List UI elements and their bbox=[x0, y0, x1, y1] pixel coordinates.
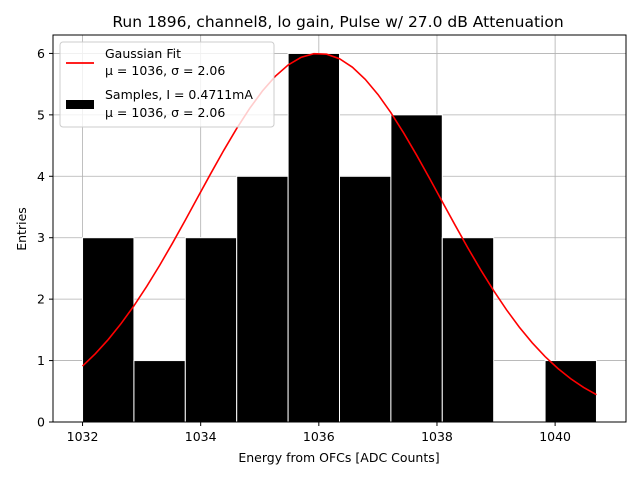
x-tick-label: 1038 bbox=[421, 429, 453, 444]
y-tick-label: 0 bbox=[37, 415, 45, 430]
histogram-bar bbox=[287, 52, 340, 423]
x-axis-label: Energy from OFCs [ADC Counts] bbox=[238, 450, 439, 465]
histogram-bars bbox=[82, 52, 597, 423]
y-tick-label: 6 bbox=[37, 46, 45, 61]
histogram-bar bbox=[339, 175, 392, 423]
histogram-bar bbox=[133, 360, 186, 423]
axes-frame bbox=[52, 34, 627, 423]
x-axis-ticks: 1032 1034 1036 1038 1040 bbox=[67, 422, 571, 444]
gaussian-fit bbox=[81, 52, 597, 396]
legend-box bbox=[59, 41, 275, 128]
legend-samples-stats: μ = 1036, σ = 2.06 bbox=[105, 105, 225, 120]
legend-samples-label: Samples, I = 0.4711mA bbox=[105, 87, 253, 102]
histogram-bar bbox=[544, 360, 597, 423]
x-tick-label: 1032 bbox=[67, 429, 99, 444]
y-axis-ticks: 0 1 2 3 4 5 6 bbox=[37, 46, 53, 430]
histogram-bar bbox=[236, 175, 289, 423]
chart-title: Run 1896, channel8, lo gain, Pulse w/ 27… bbox=[112, 13, 563, 31]
y-tick-label: 1 bbox=[37, 353, 45, 368]
x-tick-label: 1034 bbox=[185, 429, 217, 444]
x-tick-label: 1036 bbox=[303, 429, 335, 444]
y-tick-label: 3 bbox=[37, 230, 45, 245]
x-tick-label: 1040 bbox=[539, 429, 571, 444]
y-tick-label: 5 bbox=[37, 107, 45, 122]
histogram-bar bbox=[390, 114, 443, 423]
legend: Gaussian Fit μ = 1036, σ = 2.06 Samples,… bbox=[59, 41, 275, 128]
legend-samples-patch-icon bbox=[66, 100, 94, 109]
y-tick-label: 2 bbox=[37, 292, 45, 307]
histogram-bar bbox=[184, 237, 238, 423]
y-axis-label: Entries bbox=[14, 207, 29, 251]
gaussian-fit-line bbox=[81, 52, 597, 396]
histogram-bar bbox=[441, 237, 495, 423]
legend-fit-stats: μ = 1036, σ = 2.06 bbox=[105, 63, 225, 78]
legend-fit-label: Gaussian Fit bbox=[105, 46, 181, 61]
histogram-bar bbox=[82, 237, 135, 423]
y-tick-label: 4 bbox=[37, 169, 45, 184]
